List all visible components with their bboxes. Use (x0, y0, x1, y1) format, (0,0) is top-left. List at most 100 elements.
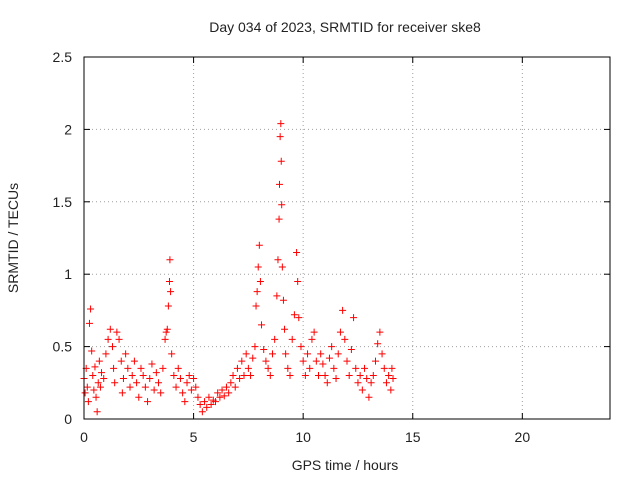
data-point (98, 369, 106, 377)
data-point (113, 328, 121, 336)
data-points (80, 120, 397, 416)
data-point (183, 379, 191, 387)
data-point (308, 335, 316, 343)
data-point (119, 374, 127, 382)
data-point (130, 357, 138, 365)
data-point (83, 383, 91, 391)
data-point (388, 364, 396, 372)
data-point (312, 357, 320, 365)
data-point (255, 241, 263, 249)
data-point (225, 389, 233, 397)
data-point (297, 343, 305, 351)
data-point (222, 383, 230, 391)
data-point (343, 357, 351, 365)
data-point (347, 345, 355, 353)
data-point (371, 357, 379, 365)
data-point (194, 393, 202, 401)
data-point (380, 364, 388, 372)
data-point (111, 379, 119, 387)
data-point (345, 372, 353, 380)
data-point (306, 364, 314, 372)
data-point (258, 321, 266, 329)
x-axis-label: GPS time / hours (292, 457, 399, 473)
data-point (124, 364, 132, 372)
data-point (144, 398, 152, 406)
data-point (128, 372, 136, 380)
data-point (185, 372, 193, 380)
data-point (190, 374, 198, 382)
data-point (286, 372, 294, 380)
x-tick-label: 0 (80, 429, 88, 445)
data-point (207, 401, 215, 409)
data-point (236, 374, 244, 382)
x-tick-label: 15 (405, 429, 421, 445)
data-point (150, 386, 158, 394)
data-point (220, 392, 228, 400)
data-point (262, 357, 270, 365)
data-point (299, 357, 307, 365)
data-point (203, 403, 211, 411)
data-point (84, 398, 92, 406)
data-point (104, 335, 112, 343)
data-point (374, 340, 382, 348)
data-point (81, 389, 89, 397)
data-point (179, 389, 187, 397)
data-point (264, 364, 272, 372)
data-point (328, 343, 336, 351)
y-tick-label: 2.5 (53, 49, 73, 65)
data-point (201, 398, 209, 406)
data-point (146, 374, 154, 382)
data-point (273, 292, 281, 300)
data-point (339, 306, 347, 314)
data-point (122, 350, 130, 358)
data-point (164, 302, 172, 310)
data-point (92, 393, 100, 401)
data-point (361, 364, 369, 372)
data-point (279, 296, 287, 304)
data-point (205, 393, 213, 401)
data-point (100, 374, 108, 382)
data-point (293, 248, 301, 256)
data-point (231, 383, 239, 391)
data-point (278, 263, 286, 271)
data-point (295, 314, 303, 322)
data-point (161, 335, 169, 343)
data-point (358, 386, 366, 394)
data-point (294, 277, 302, 285)
data-point (165, 277, 173, 285)
data-point (304, 350, 312, 358)
y-tick-labels: 0 0.5 1 1.5 2 2.5 (53, 49, 73, 427)
data-point (238, 357, 246, 365)
data-point (276, 133, 284, 141)
data-point (352, 364, 360, 372)
data-point (354, 379, 362, 387)
data-point (244, 364, 252, 372)
data-point (106, 325, 114, 333)
data-point (281, 325, 289, 333)
data-point (253, 288, 261, 296)
data-point (277, 157, 285, 165)
data-point (341, 335, 349, 343)
data-point (256, 277, 264, 285)
data-point (91, 363, 99, 371)
data-point (365, 393, 373, 401)
y-tick-label: 0 (64, 411, 72, 427)
data-point (152, 369, 160, 377)
data-point (274, 256, 282, 264)
data-point (157, 389, 165, 397)
data-point (315, 372, 323, 380)
data-point (172, 383, 180, 391)
data-point (93, 408, 101, 416)
data-point (249, 354, 257, 362)
x-tick-label: 20 (515, 429, 531, 445)
data-point (363, 374, 371, 382)
data-point (323, 379, 331, 387)
data-point (115, 335, 123, 343)
data-point (325, 354, 333, 362)
data-point (233, 364, 241, 372)
data-point (389, 374, 397, 382)
data-point (155, 379, 163, 387)
data-point (139, 372, 147, 380)
data-point (277, 120, 285, 128)
